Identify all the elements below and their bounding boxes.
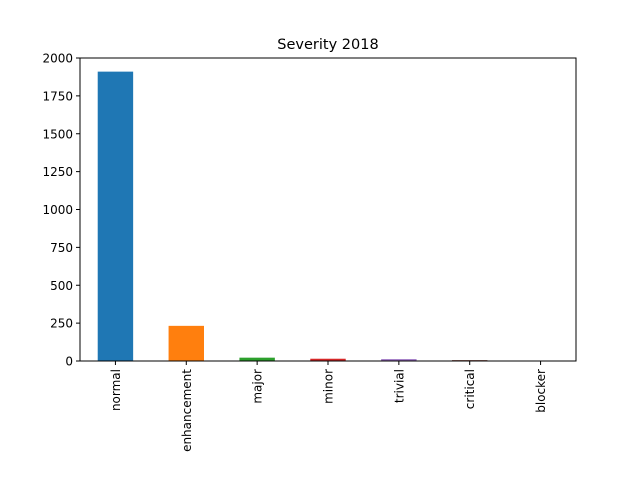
y-tick-label: 500: [50, 279, 73, 293]
y-axis: 0 250 500 750 1000 1250 1500 1750 2000: [42, 52, 80, 369]
bar-enhancement: [168, 325, 204, 361]
chart-title: Severity 2018: [277, 37, 378, 53]
x-tick-label: major: [251, 369, 265, 404]
bar-major: [239, 357, 275, 361]
bar-normal: [97, 71, 134, 361]
x-tick-label: minor: [322, 369, 336, 404]
y-tick-label: 750: [50, 241, 73, 255]
y-tick-label: 1500: [42, 127, 73, 141]
y-tick-label: 1000: [42, 203, 73, 217]
bar-minor: [310, 358, 346, 361]
y-tick-label: 0: [65, 355, 73, 369]
y-tick-label: 1250: [42, 165, 73, 179]
x-tick-label: critical: [463, 369, 477, 409]
x-tick-label: normal: [109, 369, 123, 411]
x-tick-label: enhancement: [180, 369, 194, 452]
bar-trivial: [381, 359, 417, 361]
bars-group: [97, 71, 488, 361]
x-tick-label: blocker: [534, 369, 548, 413]
y-tick-label: 1750: [42, 89, 73, 103]
x-tick-label: trivial: [392, 369, 406, 403]
y-tick-label: 2000: [42, 52, 73, 66]
y-tick-label: 250: [50, 317, 73, 331]
x-axis: normal enhancement major minor trivial critic…: [109, 361, 548, 452]
plot-frame: [79, 57, 577, 362]
